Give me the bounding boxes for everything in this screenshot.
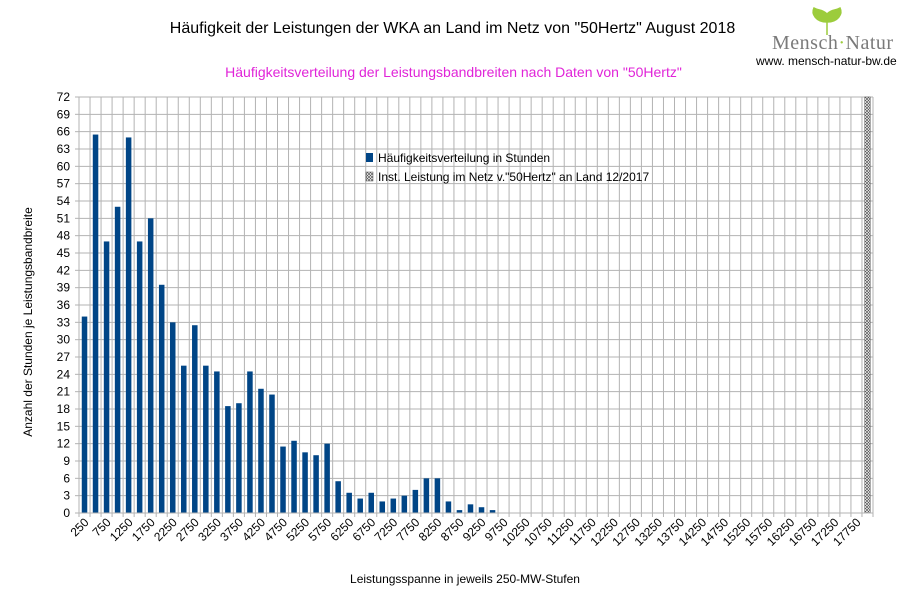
y-tick-label: 30 [57, 333, 71, 347]
bar-frequency [313, 455, 319, 513]
bar-frequency [114, 206, 121, 513]
bar-frequency [357, 498, 363, 513]
x-tick-label: 4250 [239, 515, 268, 544]
bar-frequency [103, 241, 110, 513]
y-tick-label: 51 [57, 211, 71, 225]
bar-frequency [158, 284, 165, 513]
y-tick-label: 21 [57, 385, 71, 399]
x-tick-label: 2250 [151, 515, 180, 544]
bar-frequency [467, 504, 474, 513]
y-tick-label: 9 [63, 454, 70, 468]
legend: Häufigkeitsverteilung in Stunden Inst. L… [365, 151, 649, 184]
bar-frequency [136, 241, 143, 513]
logo-url: www. mensch-natur-bw.de [756, 54, 897, 68]
bar-frequency [379, 501, 386, 513]
legend-label-installed-capacity: Inst. Leistung im Netz v."50Hertz" an La… [378, 170, 649, 184]
bar-frequency [125, 137, 132, 513]
x-tick-label: 5250 [283, 515, 312, 544]
x-tick-label: 5750 [305, 515, 334, 544]
legend-swatch-installed-capacity [365, 171, 374, 182]
bar-frequency [346, 492, 352, 513]
bar-frequency [401, 495, 408, 513]
bars [81, 96, 871, 514]
bar-frequency [236, 403, 242, 513]
bar-frequency [247, 371, 253, 513]
y-tick-label: 12 [57, 437, 71, 451]
bar-frequency [335, 481, 341, 513]
bar-frequency [445, 501, 452, 513]
y-tick-label: 66 [57, 125, 71, 139]
bar-frequency [390, 498, 397, 513]
legend-label-frequency: Häufigkeitsverteilung in Stunden [378, 151, 550, 165]
bar-frequency [169, 322, 176, 513]
y-tick-label: 48 [57, 229, 71, 243]
bar-frequency [214, 371, 220, 513]
bar-frequency [291, 440, 297, 513]
logo-text: Mensch·Natur [772, 32, 894, 54]
x-tick-label: 8250 [416, 515, 445, 544]
bar-frequency [258, 388, 264, 513]
chart-title: Häufigkeit der Leistungen der WKA an Lan… [169, 20, 736, 37]
x-axis-label: Leistungsspanne in jeweils 250-MW-Stufen [350, 572, 580, 586]
y-tick-label: 54 [57, 194, 71, 208]
x-tick-label: 6750 [350, 515, 379, 544]
y-tick-label: 69 [57, 107, 71, 121]
x-tick-label: 4750 [261, 515, 290, 544]
logo: Mensch·Natur www. mensch-natur-bw.de [752, 6, 902, 68]
y-tick-label: 45 [57, 246, 71, 260]
x-tick-label: 6250 [328, 515, 357, 544]
bar-frequency [81, 316, 88, 513]
bar-frequency [478, 507, 485, 513]
y-tick-label: 60 [57, 159, 71, 173]
y-tick-label: 42 [57, 263, 71, 277]
y-tick-label: 63 [57, 142, 71, 156]
x-tick-label: 8750 [438, 515, 467, 544]
bar-frequency [489, 510, 496, 513]
bar-frequency [147, 218, 154, 514]
bar-frequency [324, 443, 330, 513]
bar-installed-capacity [864, 96, 871, 514]
y-tick-label: 3 [63, 489, 70, 503]
bar-frequency [412, 489, 419, 513]
x-tick-label: 9250 [460, 515, 489, 544]
bar-frequency [269, 394, 275, 513]
y-tick-label: 15 [57, 419, 71, 433]
bar-frequency [203, 365, 209, 513]
x-tick-label: 3750 [217, 515, 246, 544]
y-tick-label: 24 [57, 367, 71, 381]
bar-frequency [192, 325, 198, 513]
y-tick-label: 6 [63, 471, 70, 485]
x-tick-label: 1750 [129, 515, 158, 544]
bar-frequency [280, 446, 286, 513]
bar-frequency [225, 406, 231, 513]
bar-frequency [302, 452, 308, 513]
y-tick-label: 36 [57, 298, 71, 312]
bar-frequency [456, 510, 463, 513]
x-tick-label: 3250 [195, 515, 224, 544]
x-tick-label: 7250 [372, 515, 401, 544]
x-tick-label: 250 [68, 515, 92, 539]
legend-swatch-frequency [366, 153, 373, 162]
ginkgo-leaf-icon [812, 6, 842, 35]
y-tick-label: 72 [57, 90, 71, 104]
y-axis-label: Anzahl der Stunden je Leistungsbandbreit… [21, 207, 35, 437]
y-tick-label: 39 [57, 281, 71, 295]
y-tick-label: 0 [63, 506, 70, 520]
x-tick-label: 2750 [173, 515, 202, 544]
y-tick-label: 33 [57, 315, 71, 329]
bar-frequency [181, 365, 187, 513]
bar-frequency [368, 492, 374, 513]
y-tick-label: 57 [57, 177, 71, 191]
bar-frequency [423, 478, 430, 513]
chart-subtitle: Häufigkeitsverteilung der Leistungsbandb… [225, 64, 682, 80]
x-tick-label: 1250 [107, 515, 136, 544]
y-tick-label: 18 [57, 402, 71, 416]
y-tick-label: 27 [57, 350, 71, 364]
bar-frequency [92, 134, 99, 514]
x-tick-label: 7750 [394, 515, 423, 544]
bar-frequency [434, 478, 441, 513]
